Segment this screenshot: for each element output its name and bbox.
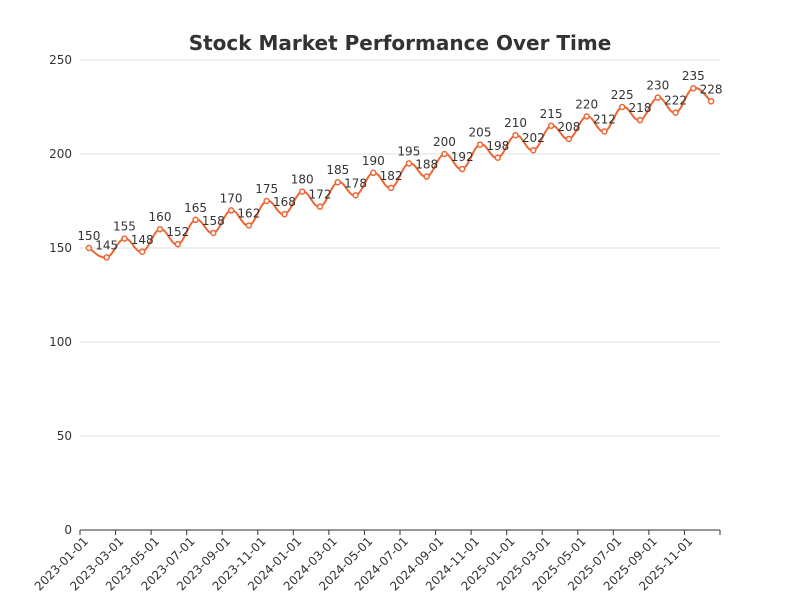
data-label: 180 [291,173,314,187]
data-label: 222 [664,94,687,108]
data-label: 170 [220,191,243,205]
data-label: 205 [469,126,492,140]
data-point [565,135,573,143]
data-label: 215 [540,107,563,121]
data-label: 220 [575,97,598,111]
data-point [298,188,306,195]
data-label: 148 [131,233,154,247]
data-label: 230 [646,79,669,93]
data-label: 150 [77,229,100,243]
x-axis: 2023-01-012023-03-012023-05-012023-07-01… [32,529,721,593]
data-point [441,150,448,158]
data-point [210,229,217,237]
data-label: 168 [273,195,296,209]
y-tick-label: 0 [64,523,72,537]
data-label: 160 [149,210,172,224]
data-point [654,94,662,101]
data-label: 198 [486,139,509,153]
data-point [476,141,484,148]
data-label: 210 [504,116,527,130]
data-point [690,84,697,92]
data-point [138,248,146,256]
data-label: 185 [326,163,349,177]
data-point [405,160,413,167]
data-point [494,154,502,162]
data-point [530,146,537,154]
data-label: 218 [629,101,652,115]
y-axis: 0 50 100 150 200 250 [49,53,72,537]
data-point [601,128,608,135]
data-label: 200 [433,135,456,149]
data-label: 225 [611,88,634,102]
data-point [512,131,519,139]
data-point [103,254,110,261]
data-point [352,192,359,199]
data-label: 202 [522,131,545,145]
data-point [423,173,430,180]
data-point [547,122,555,130]
data-point [334,178,342,186]
data-point [263,197,270,205]
data-point [672,109,679,116]
data-label: 195 [397,144,420,158]
data-label: 182 [380,169,403,183]
data-point [707,98,715,105]
y-tick-label: 250 [49,53,72,67]
data-label: 172 [309,188,332,202]
data-label: 192 [451,150,474,164]
data-label: 165 [184,201,207,215]
grid [80,59,720,437]
data-point [245,222,253,229]
data-label: 155 [113,220,136,234]
data-label: 178 [344,176,367,190]
data-point [281,210,288,218]
data-label: 228 [700,82,723,96]
data-point [370,169,377,177]
data-label: 212 [593,112,616,126]
data-point [156,225,164,233]
data-point [316,203,324,210]
data-point [227,207,235,214]
data-point [387,184,395,192]
y-tick-label: 200 [49,147,72,161]
data-point [458,165,466,173]
y-tick-label: 100 [49,335,72,349]
data-label: 175 [255,182,278,196]
data-points [85,84,715,261]
data-point [636,116,644,124]
data-label: 235 [682,69,705,83]
data-label: 208 [557,120,580,134]
y-tick-label: 150 [49,241,72,255]
data-label: 188 [415,158,438,172]
data-label: 190 [362,154,385,168]
data-point [583,113,590,120]
chart-title: Stock Market Performance Over Time [189,31,612,55]
data-label: 162 [237,206,260,220]
data-point [174,240,182,248]
data-point [192,216,199,224]
data-label: 152 [166,225,189,239]
data-point [618,103,626,111]
data-label: 145 [95,238,118,252]
data-labels: 1501451551481601521651581701621751681801… [77,69,722,252]
y-tick-label: 50 [57,429,72,443]
data-label: 158 [202,214,225,228]
data-point [121,235,128,242]
data-point [85,244,93,252]
